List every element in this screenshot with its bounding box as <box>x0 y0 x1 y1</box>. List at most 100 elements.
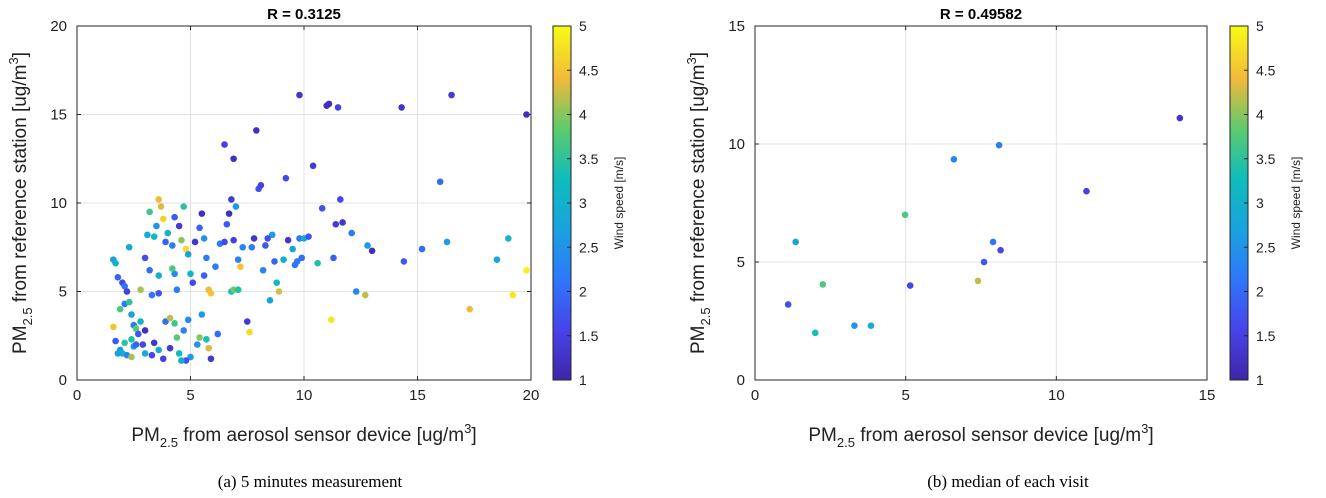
y-axis-label: PM2.5 from reference station [ug/m3] <box>684 52 713 354</box>
data-point <box>314 259 321 267</box>
data-point <box>153 222 160 230</box>
data-point <box>364 242 371 249</box>
colorbar-tick-label: 1.5 <box>1256 328 1276 344</box>
data-point <box>291 261 299 269</box>
data-point <box>171 320 178 327</box>
data-point <box>184 251 192 258</box>
data-point <box>901 211 909 219</box>
data-point <box>187 353 194 361</box>
data-point <box>268 231 276 239</box>
colorbar-label: Wind speed [m/s] <box>1289 157 1303 250</box>
data-point <box>368 247 376 255</box>
colorbar-tick-label: 5 <box>579 18 587 34</box>
data-point <box>148 291 156 299</box>
data-point <box>243 318 251 325</box>
data-point <box>146 208 153 216</box>
data-point <box>327 316 335 324</box>
data-point <box>1176 114 1184 122</box>
data-point <box>352 288 360 295</box>
plot-area <box>755 26 1207 380</box>
data-point <box>811 329 819 337</box>
data-point <box>234 286 242 294</box>
data-point <box>237 263 244 271</box>
data-point <box>250 235 258 242</box>
data-point <box>253 127 260 134</box>
x-tick-label: 5 <box>901 387 909 404</box>
data-point <box>169 265 176 272</box>
data-point <box>284 236 292 244</box>
data-point <box>509 291 517 299</box>
data-point <box>348 229 355 237</box>
data-point <box>180 327 187 334</box>
data-point <box>182 245 190 253</box>
data-point <box>466 305 474 313</box>
data-point <box>228 196 235 203</box>
data-point <box>995 141 1003 149</box>
data-point <box>123 288 131 295</box>
colorbar-tick-label: 4.5 <box>579 62 599 78</box>
x-tick-label: 10 <box>1048 387 1065 404</box>
data-point <box>257 182 265 189</box>
data-point <box>205 344 212 352</box>
data-point <box>214 330 222 338</box>
data-point <box>262 242 269 249</box>
data-point <box>330 254 337 262</box>
data-point <box>125 243 133 251</box>
data-point <box>121 339 128 347</box>
data-point <box>162 238 169 246</box>
data-point <box>259 266 267 274</box>
data-point <box>164 229 172 237</box>
x-tick-label: 15 <box>409 387 426 404</box>
data-point <box>493 256 501 263</box>
data-point <box>200 272 208 279</box>
colorbar-tick-label: 2 <box>579 284 587 300</box>
data-point <box>792 238 799 246</box>
data-point <box>189 279 197 286</box>
data-point <box>171 213 178 221</box>
colorbar-tick-label: 3.5 <box>1256 151 1276 167</box>
data-point <box>132 341 140 348</box>
data-point <box>221 238 228 246</box>
data-point <box>180 203 187 210</box>
data-point <box>523 266 530 274</box>
data-point <box>128 335 135 343</box>
data-point <box>289 245 296 253</box>
data-point <box>116 305 124 313</box>
data-point <box>114 274 122 281</box>
data-point <box>505 235 512 242</box>
data-point <box>234 256 242 263</box>
data-point <box>230 286 237 294</box>
axes-frame <box>754 25 1208 381</box>
colorbar-tick-label: 2 <box>1256 284 1264 300</box>
colorbar-tick-label: 3.5 <box>579 151 599 167</box>
data-point <box>196 334 203 341</box>
data-point <box>144 231 151 239</box>
data-point <box>198 210 206 217</box>
data-point <box>784 301 792 308</box>
data-point <box>448 91 455 99</box>
data-point <box>266 297 274 304</box>
colorbar-label: Wind speed [m/s] <box>612 157 626 250</box>
data-point <box>141 254 149 262</box>
data-point <box>155 196 163 203</box>
data-point <box>132 325 140 332</box>
data-point <box>121 282 128 290</box>
y-tick-label: 10 <box>50 195 67 212</box>
data-point <box>212 263 219 271</box>
colorbar-tick-label: 4 <box>579 107 587 123</box>
data-point <box>139 341 147 348</box>
data-point <box>980 258 988 266</box>
data-point <box>194 341 201 348</box>
data-point <box>182 357 190 364</box>
x-tick-label: 20 <box>523 387 540 404</box>
data-point <box>128 311 135 318</box>
data-point <box>207 289 215 297</box>
data-point <box>137 318 144 325</box>
colorbar-tick-label: 4 <box>1256 107 1264 123</box>
data-point <box>221 141 228 148</box>
data-point <box>282 174 290 182</box>
data-point <box>230 236 237 244</box>
y-tick-label: 10 <box>728 136 745 153</box>
